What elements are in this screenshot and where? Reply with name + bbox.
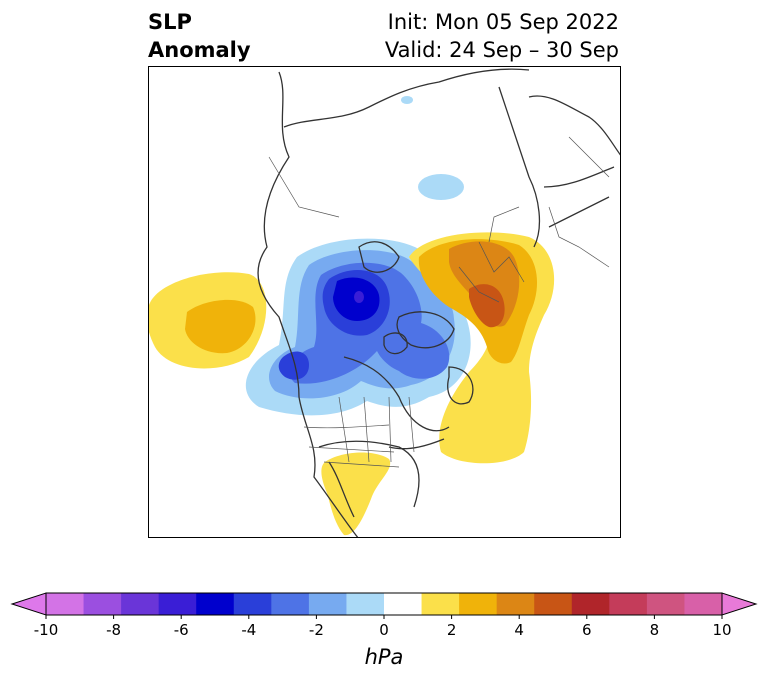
colorbar-swatch	[121, 593, 160, 615]
colorbar-swatch	[46, 593, 85, 615]
colorbar-swatch	[646, 593, 685, 615]
title-line-2: Anomaly	[148, 38, 251, 62]
forecast-dates: Init: Mon 05 Sep 2022 Valid: 24 Sep – 30…	[385, 8, 619, 64]
colorbar-unit-label: hPa	[364, 645, 404, 669]
colorbar-swatch	[459, 593, 498, 615]
negative-anomaly-arctic	[401, 96, 464, 200]
colorbar-swatch	[384, 593, 423, 615]
colorbar-swatch	[83, 593, 122, 615]
colorbar-min-extend	[10, 592, 47, 616]
colorbar-max-extend	[721, 592, 758, 616]
colorbar-tick-label: 0	[379, 621, 389, 635]
valid-range: Valid: 24 Sep – 30 Sep	[384, 38, 619, 62]
colorbar-swatch	[233, 593, 272, 615]
colorbar-tick-label: 8	[650, 621, 660, 635]
colorbar-swatch	[496, 593, 535, 615]
init-date: Init: Mon 05 Sep 2022	[387, 10, 619, 34]
colorbar-swatch	[346, 593, 385, 615]
colorbar-tick-label: 6	[582, 621, 592, 635]
positive-anomaly-pacific	[149, 272, 267, 369]
colorbar: -10 -8 -6 -4 -2 0 2 4 6 8 10	[10, 592, 758, 635]
title-line-1: SLP	[148, 10, 192, 34]
colorbar-swatch	[421, 593, 460, 615]
colorbar-swatch	[534, 593, 573, 615]
colorbar-tick-label: -8	[106, 621, 121, 635]
colorbar-swatch	[571, 593, 610, 615]
political-borders	[268, 136, 610, 468]
map-title: SLP Anomaly	[148, 8, 251, 64]
coastlines	[257, 68, 620, 537]
colorbar-tick-label: 2	[447, 621, 457, 635]
map-canvas	[149, 68, 620, 537]
colorbar-swatch	[196, 593, 235, 615]
positive-anomaly-eurasia	[409, 232, 555, 464]
colorbar-swatch	[158, 593, 197, 615]
colorbar-tick-label: -6	[174, 621, 189, 635]
colorbar-swatch	[271, 593, 310, 615]
colorbar-swatch	[609, 593, 648, 615]
colorbar-tick-label: -4	[241, 621, 256, 635]
colorbar-swatch	[308, 593, 347, 615]
anomaly-map	[148, 66, 621, 538]
negative-anomaly-canada	[245, 238, 471, 416]
colorbar-tick-label: 4	[514, 621, 524, 635]
colorbar-tick-label: 10	[712, 621, 731, 635]
colorbar-swatch	[684, 593, 723, 615]
colorbar-tick-label: -10	[34, 621, 59, 635]
colorbar-tick-label: -2	[309, 621, 324, 635]
positive-anomaly-usa	[321, 452, 391, 536]
